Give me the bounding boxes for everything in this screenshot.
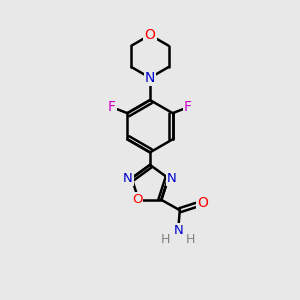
Text: F: F bbox=[184, 100, 192, 114]
Text: O: O bbox=[132, 193, 142, 206]
Text: H: H bbox=[186, 232, 196, 245]
Text: O: O bbox=[197, 196, 208, 210]
Text: F: F bbox=[108, 100, 116, 114]
Text: N: N bbox=[167, 172, 177, 185]
Text: N: N bbox=[145, 71, 155, 85]
Text: N: N bbox=[173, 224, 183, 237]
Text: H: H bbox=[161, 232, 170, 245]
Text: N: N bbox=[145, 71, 155, 85]
Text: O: O bbox=[145, 28, 155, 42]
Text: N: N bbox=[123, 172, 133, 185]
